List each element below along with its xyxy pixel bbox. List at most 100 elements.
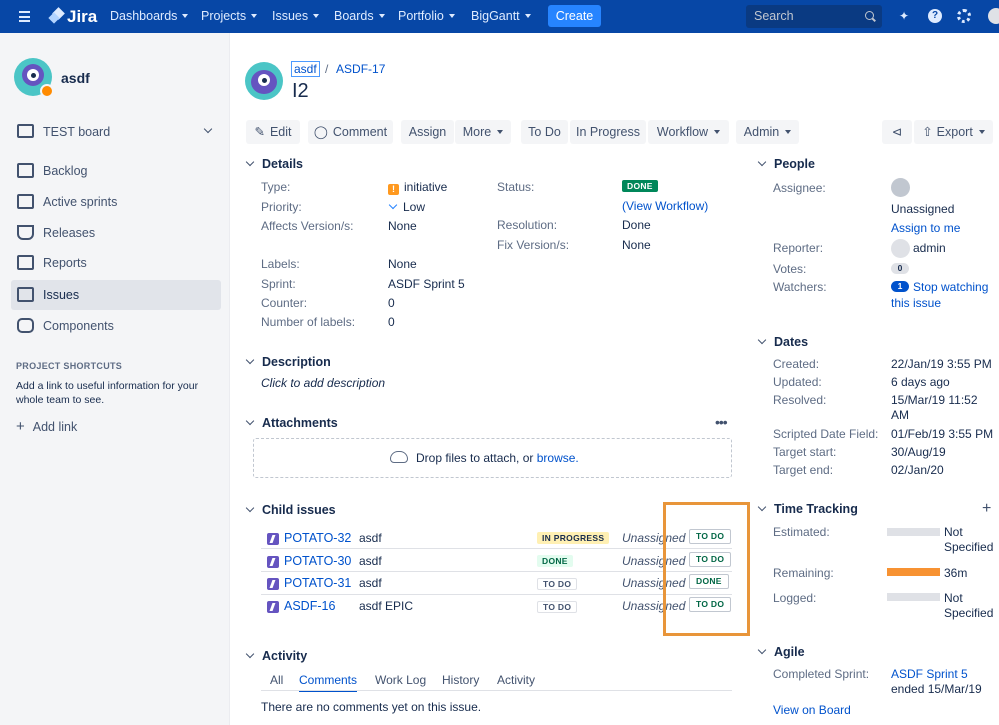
child-issue-key[interactable]: POTATO-30 — [284, 554, 352, 568]
workflow-button[interactable]: Workflow — [648, 120, 729, 144]
share-button[interactable]: ⊲ — [882, 120, 912, 144]
remaining-label: Remaining: — [773, 566, 834, 580]
nav-dashboards[interactable]: Dashboards — [110, 0, 189, 33]
tab-all[interactable]: All — [270, 673, 284, 687]
resolved-value: AM — [891, 408, 909, 422]
attachment-dropzone[interactable]: Drop files to attach, or browse. — [253, 438, 732, 478]
stop-watching-link[interactable]: Stop watching — [913, 280, 989, 294]
workflow-label: Workflow — [656, 125, 709, 139]
created-value: 22/Jan/19 3:55 PM — [891, 357, 992, 371]
share-icon: ⊲ — [891, 125, 903, 139]
edit-button[interactable]: ✎ Edit — [246, 120, 300, 144]
nav-issues[interactable]: Issues — [272, 0, 320, 33]
child-issue-status-outcome: TO DO — [689, 529, 732, 544]
add-link-button[interactable]: + Add link — [16, 418, 77, 435]
time-tracking-section-toggle[interactable]: Time Tracking — [757, 502, 858, 516]
jira-logo-icon[interactable] — [48, 7, 65, 24]
child-issues-section-toggle[interactable]: Child issues — [245, 503, 336, 517]
comment-label: Comment — [332, 125, 388, 139]
issue-title[interactable]: I2 — [292, 80, 309, 102]
help-icon[interactable]: ? — [928, 9, 942, 23]
agile-section-toggle[interactable]: Agile — [757, 645, 805, 659]
child-issue-summary[interactable]: asdf — [359, 531, 382, 545]
description-placeholder[interactable]: Click to add description — [261, 376, 386, 390]
people-section-toggle[interactable]: People — [757, 157, 815, 171]
chevron-down-icon — [251, 14, 258, 18]
sidebar-item-active-sprints[interactable]: Active sprints — [11, 187, 221, 217]
nav-biggantt[interactable]: BigGantt — [471, 0, 531, 33]
child-issue-key[interactable]: ASDF-16 — [284, 599, 336, 613]
chevron-down-icon — [757, 645, 767, 655]
comment-button[interactable]: ◯ Comment — [308, 120, 393, 144]
row-divider — [261, 548, 732, 549]
admin-button[interactable]: Admin — [736, 120, 799, 144]
add-time-icon[interactable]: + — [982, 500, 992, 517]
board-icon — [17, 124, 34, 138]
logged-value: Specified — [944, 606, 994, 620]
tab-history[interactable]: History — [442, 673, 480, 687]
export-label: Export — [936, 125, 973, 139]
sidebar-item-releases[interactable]: Releases — [11, 218, 221, 248]
reporter-value[interactable]: admin — [913, 241, 946, 255]
app-switcher-icon[interactable] — [19, 11, 30, 22]
project-avatar[interactable] — [14, 58, 54, 98]
child-issue-summary[interactable]: asdf EPIC — [359, 599, 414, 613]
inprogress-transition-button[interactable]: In Progress — [570, 120, 646, 144]
nav-label: Boards — [334, 9, 374, 23]
chevron-down-icon — [203, 124, 213, 134]
breadcrumb-project-link[interactable]: asdf — [291, 61, 320, 77]
counter-value: 0 — [388, 296, 395, 310]
chevron-down-icon — [524, 14, 531, 18]
sidebar-item-reports[interactable]: Reports — [11, 248, 221, 278]
export-button[interactable]: ⇧ Export — [914, 120, 993, 144]
assign-button[interactable]: Assign — [401, 120, 454, 144]
tab-activity[interactable]: Activity — [497, 673, 536, 687]
create-button[interactable]: Create — [548, 5, 601, 27]
todo-transition-button[interactable]: To Do — [521, 120, 568, 144]
description-section-toggle[interactable]: Description — [245, 355, 331, 369]
details-section-toggle[interactable]: Details — [245, 157, 303, 171]
project-name[interactable]: asdf — [61, 70, 90, 86]
section-title: Dates — [774, 335, 809, 349]
assign-to-me-link[interactable]: Assign to me — [891, 221, 961, 235]
counter-label: Counter: — [261, 296, 308, 310]
sidebar-item-label: Reports — [43, 256, 87, 270]
nav-portfolio[interactable]: Portfolio — [398, 0, 455, 33]
child-issue-key[interactable]: POTATO-31 — [284, 576, 352, 590]
search-icon[interactable] — [865, 11, 874, 20]
tab-work-log[interactable]: Work Log — [375, 673, 427, 687]
more-options-icon[interactable]: ••• — [715, 414, 728, 430]
sidebar-item-backlog[interactable]: Backlog — [11, 156, 221, 186]
status-badge: DONE — [622, 180, 658, 192]
activity-section-toggle[interactable]: Activity — [245, 649, 307, 663]
ship-icon — [17, 225, 34, 240]
watchers-count-badge[interactable]: 1 — [891, 281, 909, 292]
breadcrumb-issue-key[interactable]: ASDF-17 — [336, 62, 386, 76]
sidebar-item-issues[interactable]: Issues — [11, 280, 221, 310]
board-selector[interactable]: TEST board — [14, 120, 218, 144]
browse-link[interactable]: browse. — [536, 451, 579, 465]
avatar[interactable] — [988, 8, 999, 24]
view-on-board-link[interactable]: View on Board — [773, 703, 851, 717]
attachments-section-toggle[interactable]: Attachments — [245, 416, 338, 430]
logged-value: Not — [944, 591, 963, 605]
megaphone-icon[interactable]: ✦ — [899, 9, 910, 23]
sidebar-item-components[interactable]: Components — [11, 311, 221, 341]
child-issue-key[interactable]: POTATO-32 — [284, 531, 352, 545]
child-issue-summary[interactable]: asdf — [359, 576, 382, 590]
child-issue-summary[interactable]: asdf — [359, 554, 382, 568]
search-input[interactable]: Search — [746, 5, 882, 28]
completed-sprint-date: ended 15/Mar/19 — [891, 682, 982, 696]
settings-gear-icon[interactable] — [957, 9, 971, 23]
dates-section-toggle[interactable]: Dates — [757, 335, 809, 349]
nav-boards[interactable]: Boards — [334, 0, 385, 33]
tab-comments[interactable]: Comments — [299, 673, 358, 692]
jira-logo-text[interactable]: Jira — [67, 7, 98, 26]
plus-icon: + — [16, 418, 25, 435]
votes-count-badge[interactable]: 0 — [891, 263, 909, 274]
more-button[interactable]: More — [455, 120, 511, 144]
completed-sprint-link[interactable]: ASDF Sprint 5 — [891, 667, 968, 681]
stop-watching-link[interactable]: this issue — [891, 296, 942, 310]
view-workflow-link[interactable]: (View Workflow) — [622, 199, 709, 213]
nav-projects[interactable]: Projects — [201, 0, 258, 33]
